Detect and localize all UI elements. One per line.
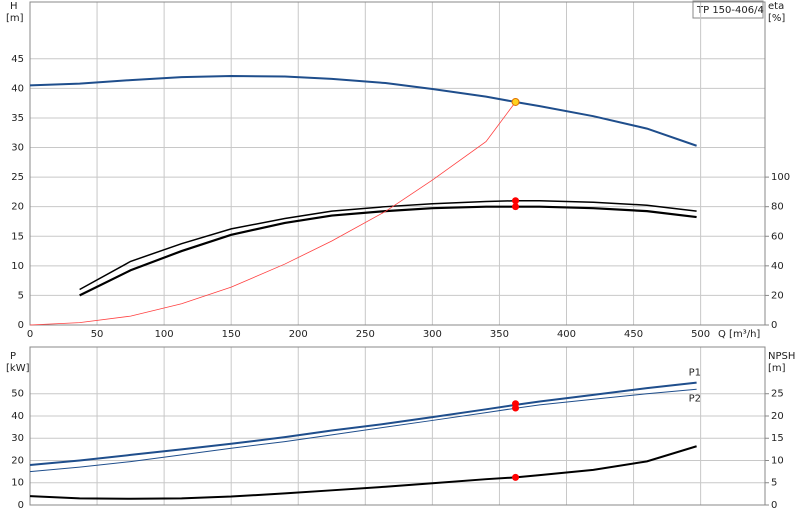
legend-label: P2 xyxy=(689,393,701,404)
y-tick-label: 20 xyxy=(11,455,24,466)
plot-frame xyxy=(29,1,766,326)
curve xyxy=(79,200,697,291)
y2-tick-label: 10 xyxy=(771,455,784,466)
y2-tick-label: 100 xyxy=(771,172,790,183)
operating-point xyxy=(512,197,520,205)
x-tick-label: 250 xyxy=(356,329,375,340)
curve xyxy=(29,388,697,473)
y-tick-label: 0 xyxy=(18,500,24,511)
y-tick-label: 40 xyxy=(11,83,24,94)
legend-label: P1 xyxy=(689,368,701,379)
y-axis-label: P xyxy=(10,351,16,362)
y-tick-label: 25 xyxy=(11,172,24,183)
y-tick-label: 30 xyxy=(11,433,24,444)
y2-axis-label: NPSH xyxy=(768,351,795,362)
curve xyxy=(29,101,516,326)
curve xyxy=(79,205,697,297)
operating-point xyxy=(512,203,520,211)
x-tick-label: 500 xyxy=(691,329,710,340)
y-tick-label: 10 xyxy=(11,261,24,272)
y-tick-label: 40 xyxy=(11,411,24,422)
model-label: TP 150-406/4 xyxy=(696,5,764,16)
x-axis-label: Q [m³/h] xyxy=(718,329,760,340)
y-axis-unit: [m] xyxy=(6,13,24,24)
y2-tick-label: 40 xyxy=(771,261,784,272)
operating-point xyxy=(512,473,520,481)
y-tick-label: 20 xyxy=(11,202,24,213)
operating-point xyxy=(511,97,520,106)
y2-tick-label: 80 xyxy=(771,202,784,213)
y2-tick-label: 60 xyxy=(771,231,784,242)
curve xyxy=(29,381,697,466)
x-tick-label: 100 xyxy=(155,329,174,340)
x-tick-label: 150 xyxy=(222,329,241,340)
y2-axis-label: eta xyxy=(768,1,784,12)
y-tick-label: 50 xyxy=(11,389,24,400)
y-tick-label: 45 xyxy=(11,54,24,65)
x-tick-label: 0 xyxy=(27,329,33,340)
y-axis-unit: [kW] xyxy=(6,363,30,374)
x-tick-label: 300 xyxy=(423,329,442,340)
y-axis-label: H xyxy=(10,1,18,12)
y2-tick-label: 5 xyxy=(771,478,777,489)
y2-axis-unit: [%] xyxy=(768,13,785,24)
y2-tick-label: 0 xyxy=(771,320,777,331)
curve xyxy=(29,74,697,147)
y2-tick-label: 20 xyxy=(771,411,784,422)
y-tick-label: 0 xyxy=(18,320,24,331)
x-tick-label: 350 xyxy=(490,329,509,340)
y-tick-label: 35 xyxy=(11,113,24,124)
curve xyxy=(29,445,697,500)
operating-point xyxy=(512,404,520,412)
y2-tick-label: 0 xyxy=(771,500,777,511)
y2-tick-label: 25 xyxy=(771,389,784,400)
y-tick-label: 10 xyxy=(11,478,24,489)
x-tick-label: 450 xyxy=(624,329,643,340)
plot-frame xyxy=(29,346,766,506)
y-tick-label: 15 xyxy=(11,231,24,242)
x-tick-label: 200 xyxy=(289,329,308,340)
y-tick-label: 30 xyxy=(11,143,24,154)
y-tick-label: 5 xyxy=(18,290,24,301)
x-tick-label: 50 xyxy=(91,329,104,340)
model-box xyxy=(692,0,764,19)
y2-axis-unit: [m] xyxy=(768,363,786,374)
y2-tick-label: 20 xyxy=(771,290,784,301)
y2-tick-label: 15 xyxy=(771,433,784,444)
x-tick-label: 400 xyxy=(557,329,576,340)
